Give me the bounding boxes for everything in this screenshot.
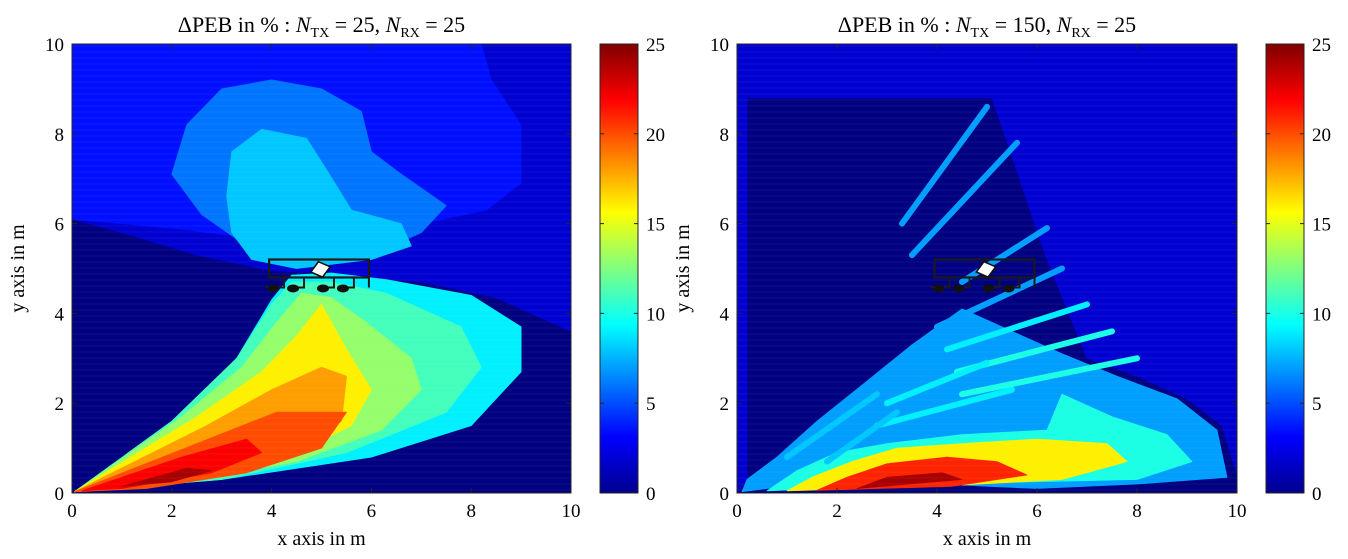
y-tick-label: 6 [55,215,65,236]
x-tick-label: 10 [562,501,581,522]
x-tick-label: 2 [832,501,842,522]
title-part-sub2: RX [400,26,419,41]
colorbar [1265,43,1305,494]
y-axis-label: y axis in m [7,224,29,313]
colorbar-tick-label: 5 [1312,394,1322,415]
contour-field [72,44,571,493]
array-outline [933,258,1036,279]
x-tick-label: 0 [732,501,742,522]
x-tick-label: 6 [1032,501,1042,522]
y-tick-label: 6 [720,215,730,236]
contour-streak-4 [944,301,1090,353]
array-device-icon [930,258,1036,293]
title-part-mid: = 25, [329,12,385,37]
chart-title: ΔPEB in % : NTX = 25, NRX = 25 [178,12,465,41]
contour-region-3 [226,128,412,269]
y-tick-label: 10 [45,35,64,56]
contour-streak-9 [784,391,880,461]
title-part-tail: = 25 [420,12,465,37]
contour-streak-10 [824,409,900,465]
title-part-sub2: RX [1071,26,1090,41]
contour-region-0 [737,44,1237,493]
chart-title: ΔPEB in % : NTX = 150, NRX = 25 [838,12,1136,41]
contour-streak-2 [959,225,1050,285]
y-axis-label: y axis in m [672,224,694,313]
colorbar-tick-label: 15 [1312,215,1331,236]
y-tick-label: 8 [55,125,65,146]
y-tick-label: 4 [55,304,65,325]
receiver-marker-icon [336,284,349,293]
contour-streak-3 [934,265,1065,330]
plot-right: 0 2 4 6 8 10 0 2 4 6 8 10 x axis in m y axis in m ΔPEB… [672,12,1331,550]
receiver-marker-icon [952,284,965,293]
colorbar-tick-label: 25 [1312,35,1331,56]
axes-frame [71,43,572,494]
receiver-marker-icon [1002,284,1015,293]
y-tick-label: 10 [710,35,729,56]
contour-field [737,44,1237,493]
contour-region-5 [856,472,963,489]
colorbar-tick-label: 0 [1312,484,1322,505]
contour-region-10 [81,438,263,492]
x-tick-label: 6 [367,501,377,522]
x-tick-label: 8 [1132,501,1142,522]
y-tick-label: 4 [720,304,730,325]
y-tick-label: 2 [720,394,730,415]
contour-region-11 [121,467,213,487]
transmitter-diamond-icon [975,260,997,279]
x-tick-label: 4 [932,501,942,522]
receiver-marker-icon [932,284,945,293]
title-part-sub1: TX [971,26,990,41]
receiver-marker-icon [287,284,300,293]
receiver-marker-icon [982,284,995,293]
contour-streak-1 [909,139,1020,259]
array-device-icon [265,258,371,293]
title-part-sym1: N [955,12,972,37]
transmitter-diamond-icon [309,260,332,279]
x-tick-label: 10 [1228,501,1247,522]
contour-streak-7 [884,359,990,407]
title-part-lead: ΔPEB in % : [838,12,956,37]
contour-streak-0 [899,103,990,227]
contour-region-4 [816,456,1028,491]
colorbar-tick-label: 20 [1312,125,1331,146]
title-part-sym2: N [1056,12,1073,37]
title-part-sym1: N [295,12,312,37]
title-part-sub1: TX [311,26,330,41]
colorbar-tick-label: 15 [646,215,665,236]
colorbar-tick-label: 25 [646,35,665,56]
array-outline [268,258,371,279]
colorbar-tick-label: 0 [646,484,656,505]
y-tick-label: 8 [720,125,730,146]
title-part-mid: = 150, [989,12,1056,37]
receiver-marker-icon [267,284,280,293]
plot-left: 0 2 4 6 8 10 0 2 4 6 8 10 x axis in m y axis in m ΔPEB… [7,12,665,550]
x-axis-label: x axis in m [943,528,1032,550]
y-tick-label: 0 [720,484,730,505]
title-part-lead: ΔPEB in % : [178,12,296,37]
title-part-tail: = 25 [1091,12,1136,37]
title-part-sym2: N [385,12,402,37]
y-tick-label: 0 [55,484,65,505]
colorbar-tick-label: 10 [1312,304,1331,325]
x-axis-label: x axis in m [277,528,366,550]
contour-streak-8 [874,386,1015,429]
x-tick-label: 0 [67,501,77,522]
x-tick-label: 4 [267,501,277,522]
colorbar-tick-label: 20 [646,125,665,146]
x-tick-label: 2 [167,501,177,522]
receiver-marker-icon [316,284,329,293]
colorbar-tick-label: 10 [646,304,665,325]
colorbar [599,43,639,494]
axes-frame [736,43,1238,494]
x-tick-label: 8 [466,501,476,522]
colorbar-tick-label: 5 [646,394,656,415]
contour-streak-6 [959,355,1140,398]
y-tick-label: 2 [55,394,65,415]
